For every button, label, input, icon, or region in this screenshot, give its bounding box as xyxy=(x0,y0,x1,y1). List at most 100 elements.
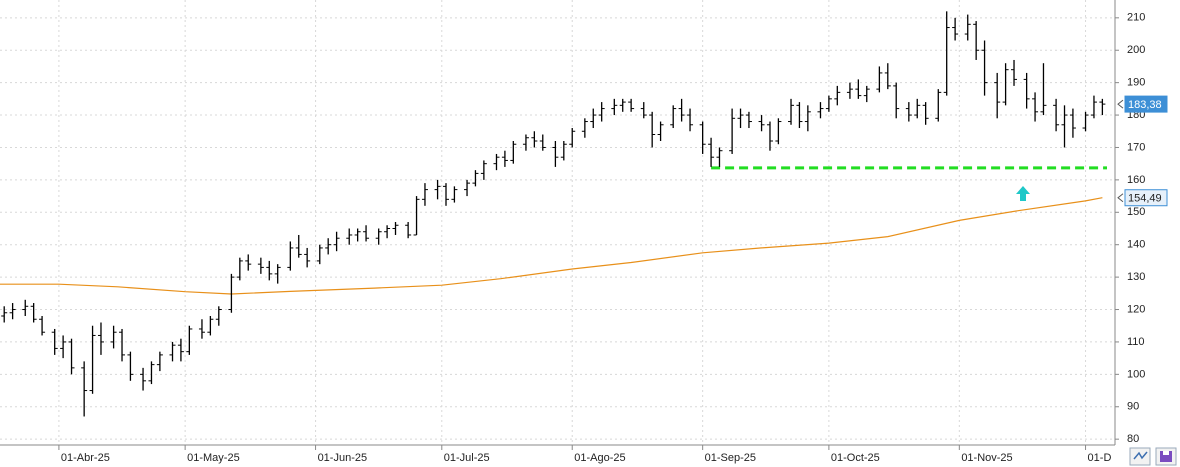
ohlc-bar xyxy=(531,131,538,148)
x-tick-label: 01-Sep-25 xyxy=(705,452,756,464)
ohlc-bar xyxy=(392,222,399,235)
ohlc-bar xyxy=(493,153,500,171)
y-tick-label: 90 xyxy=(1127,401,1139,413)
ohlc-bar xyxy=(1,306,8,323)
save-icon xyxy=(1160,451,1172,462)
ohlc-bar xyxy=(611,98,618,116)
ohlc-bar xyxy=(257,257,264,274)
y-tick-label: 100 xyxy=(1127,368,1145,380)
ohlc-bar xyxy=(1090,95,1097,119)
x-tick-label: 01-May-25 xyxy=(187,452,240,464)
ohlc-bar xyxy=(825,95,832,112)
ohlc-bar xyxy=(775,118,782,145)
ohlc-bar xyxy=(745,111,752,129)
axes: 8090100110120130140150160170180190200210… xyxy=(58,12,1168,464)
ohlc-bar xyxy=(552,140,559,167)
ohlc-bar xyxy=(1061,105,1068,148)
y-tick-label: 200 xyxy=(1127,44,1145,56)
ohlc-bar xyxy=(413,196,420,236)
ohlc-bar xyxy=(60,335,67,359)
ohlc-bar xyxy=(788,98,795,125)
ohlc-bar xyxy=(708,137,715,167)
ohlc-bar xyxy=(501,150,508,167)
ohlc-bar xyxy=(1053,98,1060,132)
ohlc-bar xyxy=(1082,111,1089,132)
ohlc-bar xyxy=(876,66,883,93)
zoom-button[interactable] xyxy=(1129,447,1151,466)
ohlc-bar xyxy=(346,228,353,245)
ohlc-bar xyxy=(657,121,664,141)
price-label: 154,49 xyxy=(1128,193,1162,205)
ohlc-bar xyxy=(207,316,214,336)
ohlc-bar xyxy=(893,82,900,119)
ohlc-bar xyxy=(1040,63,1047,116)
y-tick-label: 120 xyxy=(1127,303,1145,315)
ohlc-bar xyxy=(245,254,252,271)
ohlc-bar xyxy=(1032,92,1039,122)
ohlc-bar xyxy=(140,367,147,391)
ohlc-bar xyxy=(1011,59,1018,86)
y-tick-label: 160 xyxy=(1127,174,1145,186)
ohlc-bar xyxy=(1069,108,1076,138)
ohlc-bar xyxy=(169,341,176,362)
ohlc-bar xyxy=(905,102,912,122)
grid xyxy=(0,0,1115,445)
ohlc-bar xyxy=(405,222,412,239)
ohlc-bar xyxy=(649,111,656,148)
ohlc-bar xyxy=(863,85,870,103)
up-arrow xyxy=(1016,186,1030,201)
ohlc-bar xyxy=(699,121,706,154)
y-tick-label: 170 xyxy=(1127,141,1145,153)
x-tick-label: 01-Jun-25 xyxy=(318,452,368,464)
ohlc-bar xyxy=(9,303,16,320)
price-marker xyxy=(1117,193,1124,203)
ohlc-bar xyxy=(964,14,971,41)
ohlc-bar xyxy=(177,338,184,362)
ohlc-bar xyxy=(156,351,163,372)
ohlc-bar xyxy=(480,160,487,180)
save-icon-slot xyxy=(1163,451,1169,455)
ohlc-bar xyxy=(973,21,980,60)
ohlc-bar xyxy=(817,102,824,119)
ohlc-bar xyxy=(598,102,605,122)
ohlc-bar xyxy=(186,325,193,355)
plot-area xyxy=(0,11,1107,417)
ohlc-bar xyxy=(590,108,597,129)
ohlc-bar xyxy=(443,183,449,206)
ohlc-bar xyxy=(451,186,458,203)
moving-average-line xyxy=(0,197,1103,295)
ohlc-bar xyxy=(236,257,243,281)
ohlc-bar xyxy=(766,121,773,151)
ohlc-bar xyxy=(846,82,853,99)
ohlc-bar xyxy=(510,140,517,164)
y-tick-label: 210 xyxy=(1127,12,1145,24)
ohlc-bar xyxy=(640,102,647,119)
ohlc-bar xyxy=(952,17,959,41)
ohlc-bar xyxy=(1002,63,1009,106)
ohlc-bar xyxy=(22,299,29,317)
x-tick-label: 01-D xyxy=(1088,452,1112,464)
ohlc-bar xyxy=(325,238,332,255)
price-label: 183,38 xyxy=(1128,99,1162,111)
y-tick-label: 80 xyxy=(1127,433,1139,445)
ohlc-bar xyxy=(994,72,1001,119)
ohlc-bar xyxy=(127,351,134,381)
y-tick-label: 110 xyxy=(1127,336,1145,348)
ohlc-bar xyxy=(39,316,46,336)
ohlc-bar xyxy=(30,303,37,323)
ohlc-bar xyxy=(943,11,950,96)
price-label-box xyxy=(1124,189,1168,207)
x-tick-label: 01-Oct-25 xyxy=(831,452,880,464)
ohlc-bar xyxy=(935,89,942,122)
y-tick-label: 140 xyxy=(1127,239,1145,251)
ohlc-bar xyxy=(716,147,723,167)
ohlc-bar xyxy=(287,241,294,271)
ohlc-bar xyxy=(855,79,862,99)
ohlc-bar xyxy=(560,140,567,161)
price-label-box xyxy=(1124,95,1168,113)
ohlc-bar xyxy=(97,322,104,355)
ohlc-bar xyxy=(295,234,302,258)
ohlc-bar xyxy=(678,98,685,122)
ohlc-bar xyxy=(472,170,479,187)
